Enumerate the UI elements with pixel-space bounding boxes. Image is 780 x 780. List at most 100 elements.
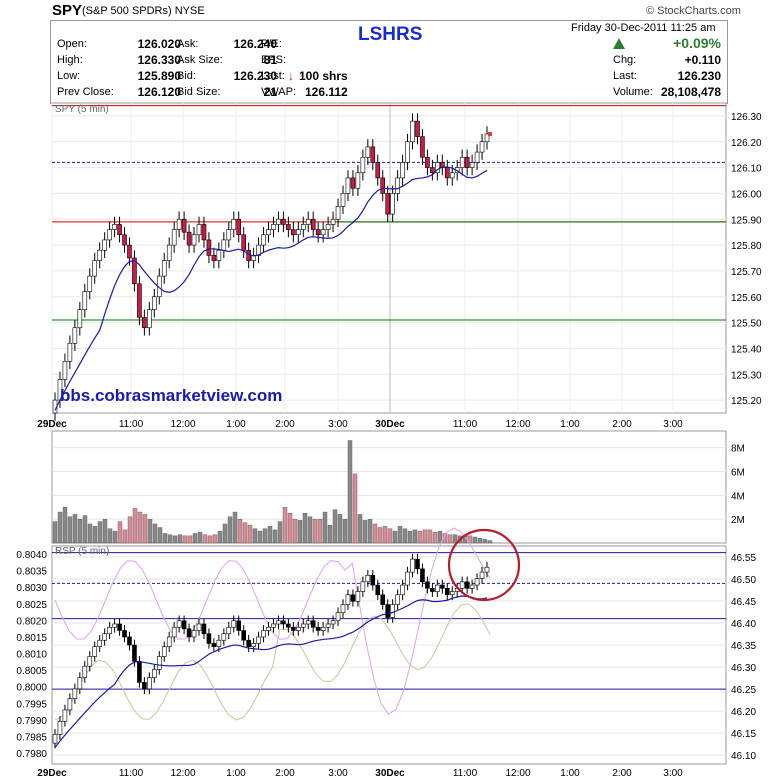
ratio-candle [137, 661, 142, 683]
ratio-y-tick-right: 46.20 [731, 707, 756, 718]
price-candle [320, 229, 326, 236]
volume-bar [197, 532, 203, 544]
price-candle [112, 224, 117, 230]
ratio-ma-line [54, 595, 488, 748]
x-tick-label: 29Dec [37, 419, 67, 430]
prev-close-label: Prev Close: [57, 86, 114, 98]
pct-change: +0.09% [673, 35, 721, 51]
price-candle [77, 309, 83, 329]
ratio-candle [335, 612, 341, 622]
ratio-candle [261, 630, 266, 638]
volume-bar [62, 507, 68, 544]
ratio-candle [360, 581, 366, 592]
ratio-candle [271, 623, 276, 628]
ratio-candle [286, 623, 291, 628]
volume-bar [147, 518, 153, 544]
volume-bar [287, 513, 293, 544]
price-candle [325, 224, 331, 230]
volume-bar [312, 518, 318, 544]
price-y-tick: 126.10 [731, 164, 762, 175]
volume-bar [467, 535, 473, 544]
ratio-y-tick-left: 0.8015 [16, 633, 47, 644]
ratio-candle [201, 623, 207, 635]
price-candle [340, 193, 346, 207]
ratio-candle [186, 628, 192, 638]
ratio-candle [276, 620, 281, 625]
volume-bar [282, 507, 288, 544]
price-candle [380, 177, 386, 194]
ratio-y-tick-left: 0.8025 [16, 600, 47, 611]
low-value: 125.890 [137, 69, 181, 83]
volume-bar [452, 534, 458, 544]
price-frame [51, 102, 727, 414]
volume-bar [77, 518, 83, 544]
volume-bar [157, 527, 163, 544]
volume-bar [107, 528, 113, 544]
volume-bar [242, 522, 248, 544]
ratio-candle [350, 594, 356, 602]
ratio-candle [291, 626, 296, 631]
ratio-candle [310, 620, 316, 628]
volume-bar [342, 518, 348, 544]
ratio-candle [390, 604, 395, 618]
volume-bar [117, 521, 123, 544]
price-candle [72, 327, 78, 344]
price-candle [435, 162, 440, 174]
volume-bar [447, 534, 453, 544]
ratio-candle [191, 630, 197, 638]
ratio-y-tick-left: 0.8040 [16, 550, 47, 561]
volume-bar [127, 516, 133, 544]
ratio-candle [102, 633, 107, 641]
price-candle [181, 218, 187, 233]
volume-y-tick: 8M [731, 444, 745, 455]
price-candle [370, 146, 376, 163]
ratio-candle [97, 639, 102, 648]
ratio-candle [166, 636, 172, 648]
ratio-y-tick-right: 46.25 [731, 685, 756, 696]
volume-bar [97, 521, 103, 544]
volume-bar [212, 534, 218, 544]
symbol-description: (S&P 500 SPDRs) NYSE [82, 5, 205, 17]
volume-bar [307, 516, 313, 544]
bid-value: 126.230 [233, 69, 277, 83]
volume-bar [292, 518, 298, 544]
price-candle [286, 224, 291, 230]
volume-bar [362, 520, 368, 544]
volume-bar [402, 528, 408, 544]
high-label: High: [57, 54, 83, 66]
volume-bar [152, 523, 158, 544]
price-candle [305, 218, 311, 225]
volume-bar [72, 514, 78, 544]
vwap-value: 126.112 [305, 85, 348, 99]
ratio-y-tick-left: 0.8030 [16, 583, 47, 594]
volume-bar [102, 518, 108, 544]
price-candle [449, 172, 455, 179]
volume-bar [257, 530, 263, 544]
volume-bar [252, 528, 258, 544]
price-candle [469, 162, 475, 168]
ratio-candle [77, 677, 83, 690]
volume-bar [437, 530, 443, 544]
x-tick-label: 11:00 [453, 419, 478, 430]
price-candle [410, 120, 415, 143]
volume-bar [57, 511, 63, 544]
price-candle [355, 172, 361, 189]
x-tick-label: 1:00 [226, 419, 246, 430]
ratio-candle [266, 626, 271, 631]
x-tick-label: 1:00 [560, 419, 580, 430]
ratio-candle [464, 581, 470, 589]
volume-bar [162, 533, 168, 544]
volume-bar [387, 528, 393, 544]
ratio-candle [82, 665, 88, 678]
ratio-candle [325, 623, 331, 628]
last-price-marker [488, 132, 492, 136]
price-candle [281, 218, 286, 225]
ratio-candle [92, 646, 98, 657]
price-candle [345, 177, 351, 194]
ratio-candle [211, 643, 217, 648]
ratio-candle [365, 575, 371, 583]
x-tick-label: 3:00 [328, 419, 348, 430]
ratio-candle [474, 578, 480, 586]
ratio-y-tick-right: 46.55 [731, 553, 756, 564]
brand-label: © StockCharts.com [646, 5, 741, 17]
